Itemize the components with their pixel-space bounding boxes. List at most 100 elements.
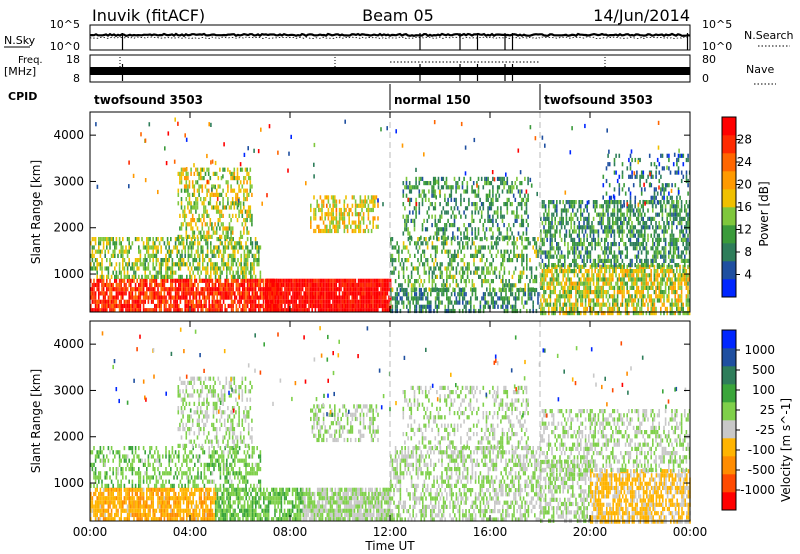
data-cell	[655, 285, 657, 290]
data-cell	[235, 295, 238, 300]
data-cell	[114, 241, 116, 246]
data-cell	[181, 282, 183, 288]
data-cell	[362, 291, 365, 296]
data-cell	[93, 295, 95, 300]
data-cell	[241, 234, 244, 239]
data-cell	[486, 287, 488, 292]
data-cell	[631, 281, 633, 286]
data-cell	[506, 258, 509, 263]
data-cell	[226, 270, 228, 275]
data-cell	[265, 299, 267, 304]
data-cell	[567, 290, 569, 295]
data-cell	[380, 299, 382, 304]
data-cell	[597, 285, 600, 290]
data-cell	[486, 270, 488, 275]
data-cell	[184, 303, 186, 309]
data-cell	[450, 253, 453, 258]
data-cell	[205, 270, 207, 275]
data-cell	[607, 298, 609, 303]
data-cell	[246, 209, 248, 214]
data-cell	[96, 249, 98, 254]
data-cell	[666, 269, 668, 274]
data-cell	[247, 176, 250, 181]
data-cell	[309, 291, 312, 296]
data-cell	[189, 278, 191, 283]
data-cell	[324, 287, 326, 292]
data-cell	[295, 291, 297, 296]
data-cell	[220, 213, 223, 218]
data-cell	[246, 197, 248, 202]
data-cell	[404, 227, 406, 232]
data-cell	[502, 304, 504, 309]
data-cell	[648, 277, 651, 282]
data-cell	[322, 220, 325, 225]
data-cell	[96, 299, 98, 304]
data-cell	[581, 258, 584, 263]
data-cell	[115, 303, 118, 309]
data-cell	[362, 295, 365, 300]
data-cell	[359, 287, 361, 292]
data-cell	[534, 241, 536, 246]
data-cell	[456, 185, 459, 190]
data-cell	[216, 266, 218, 271]
data-cell	[372, 220, 374, 225]
data-cell	[196, 167, 199, 172]
data-cell	[423, 189, 425, 194]
data-cell	[308, 299, 310, 304]
data-cell	[327, 207, 330, 213]
data-cell	[562, 254, 564, 259]
data-cell	[464, 206, 467, 211]
data-cell	[329, 228, 331, 234]
data-cell	[218, 266, 220, 271]
data-cell	[428, 304, 430, 309]
data-cell	[321, 212, 323, 217]
data-cell	[409, 253, 411, 258]
data-cell	[122, 253, 124, 258]
data-cell	[178, 308, 180, 313]
data-cell	[211, 291, 214, 296]
data-cell	[494, 241, 496, 246]
data-cell	[152, 274, 154, 279]
data-cell	[120, 282, 122, 288]
data-cell	[570, 294, 572, 299]
data-cell	[324, 278, 326, 283]
data-cell	[284, 308, 286, 313]
data-cell	[478, 249, 480, 254]
data-cell	[107, 237, 110, 242]
data-cell	[190, 253, 193, 258]
data-cell	[362, 203, 365, 208]
data-cell	[647, 281, 649, 286]
data-cell	[669, 281, 672, 286]
data-cell	[490, 181, 493, 186]
data-cell	[405, 176, 408, 181]
data-cell	[458, 227, 461, 232]
data-cell	[479, 218, 481, 223]
data-cell	[600, 212, 603, 217]
data-cell	[240, 295, 242, 300]
data-cell	[393, 270, 395, 275]
data-cell	[375, 308, 377, 313]
data-cell	[298, 308, 301, 313]
data-cell	[268, 299, 270, 304]
data-cell	[247, 230, 250, 235]
data-cell	[448, 193, 451, 198]
data-cell	[596, 277, 598, 282]
data-cell	[117, 253, 119, 258]
data-cell	[637, 269, 640, 274]
data-cell	[94, 282, 97, 288]
data-cell	[204, 197, 207, 202]
data-cell	[232, 291, 234, 296]
data-cell	[229, 253, 231, 258]
data-cell	[599, 294, 601, 299]
data-cell	[107, 270, 110, 275]
data-cell	[335, 224, 338, 229]
data-cell	[386, 282, 389, 288]
data-cell	[298, 299, 301, 304]
data-cell	[115, 291, 118, 296]
data-cell	[503, 202, 505, 207]
data-cell	[325, 278, 328, 283]
data-cell	[158, 303, 161, 309]
data-cell	[597, 281, 600, 286]
data-cell	[604, 277, 606, 282]
data-cell	[109, 308, 111, 313]
